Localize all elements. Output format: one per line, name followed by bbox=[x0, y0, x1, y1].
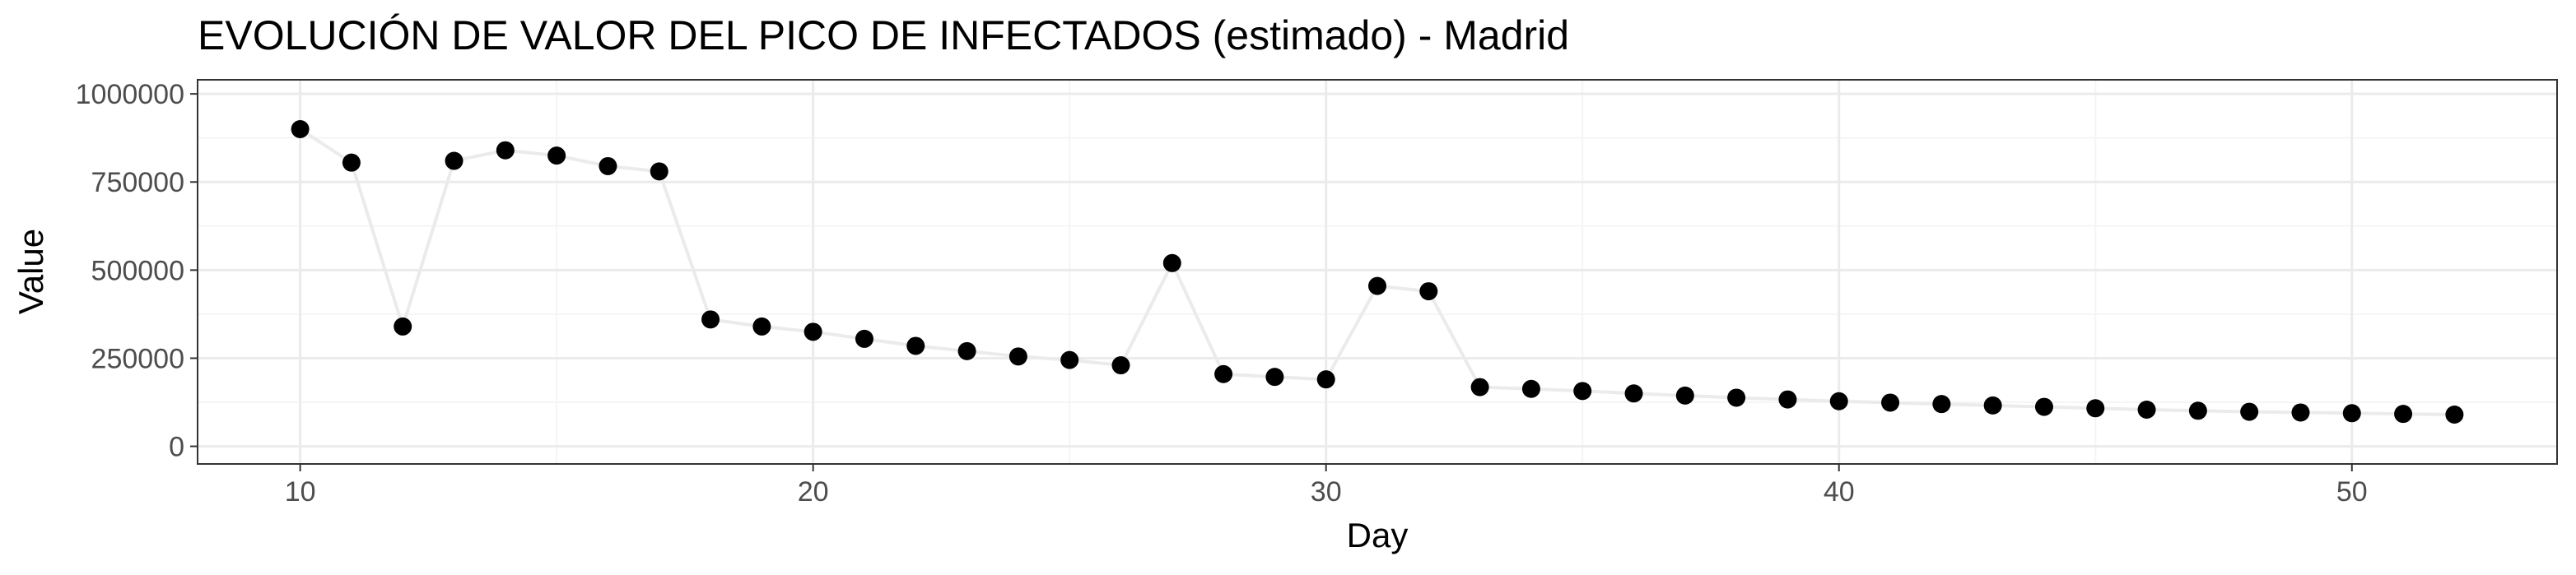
y-tick-label: 1000000 bbox=[76, 79, 184, 110]
data-point bbox=[1419, 282, 1438, 301]
data-point bbox=[1983, 396, 2002, 415]
data-point bbox=[1881, 393, 1900, 412]
x-tick-label: 40 bbox=[1824, 476, 1855, 508]
data-point bbox=[547, 146, 566, 165]
data-point bbox=[2342, 404, 2361, 423]
data-point bbox=[1265, 368, 1284, 387]
data-point bbox=[1521, 379, 1540, 398]
data-point bbox=[2394, 405, 2413, 424]
data-point bbox=[650, 162, 668, 181]
data-point bbox=[1675, 386, 1694, 405]
data-point bbox=[2291, 403, 2310, 422]
data-point bbox=[701, 310, 720, 329]
series-points bbox=[291, 119, 2464, 424]
data-point bbox=[2240, 402, 2259, 421]
y-axis-ticks: 0 250000 500000 750000 1000000 bbox=[76, 79, 198, 463]
series-polyline bbox=[299, 128, 2455, 416]
x-tick-label: 30 bbox=[1311, 476, 1342, 508]
data-point bbox=[752, 317, 771, 336]
data-point bbox=[1624, 384, 1643, 403]
y-tick-label: 0 bbox=[169, 432, 184, 463]
data-point bbox=[496, 141, 515, 160]
data-point bbox=[2034, 397, 2053, 416]
panel-border bbox=[197, 79, 2558, 465]
y-tick-label: 750000 bbox=[91, 167, 184, 198]
y-tick-label: 250000 bbox=[91, 343, 184, 374]
data-point bbox=[2445, 406, 2464, 424]
data-point bbox=[2086, 399, 2105, 418]
minor-grid bbox=[198, 80, 2557, 464]
x-tick-label: 20 bbox=[798, 476, 829, 508]
chart-title: EVOLUCIÓN DE VALOR DEL PICO DE INFECTADO… bbox=[198, 12, 1569, 58]
data-point bbox=[1316, 370, 1335, 389]
y-axis-title: Value bbox=[12, 229, 50, 314]
data-point bbox=[291, 119, 310, 138]
x-tick-label: 50 bbox=[2336, 476, 2368, 508]
data-point bbox=[906, 336, 925, 355]
data-point bbox=[855, 329, 873, 348]
data-point bbox=[1727, 388, 1746, 407]
x-axis-ticks: 10 20 30 40 50 bbox=[285, 464, 2368, 508]
data-point bbox=[1162, 253, 1181, 272]
data-point bbox=[445, 151, 463, 170]
data-point bbox=[1214, 364, 1233, 383]
data-point bbox=[1009, 347, 1027, 366]
data-point bbox=[1829, 392, 1848, 410]
data-point bbox=[394, 317, 412, 336]
data-point bbox=[1368, 276, 1386, 295]
data-point bbox=[804, 322, 822, 341]
data-point bbox=[1111, 356, 1130, 375]
data-point bbox=[599, 156, 617, 175]
data-point bbox=[1932, 395, 1951, 414]
data-point bbox=[1470, 378, 1489, 396]
data-point bbox=[1573, 382, 1592, 401]
x-axis-title: Day bbox=[1347, 516, 1409, 554]
data-point bbox=[342, 153, 361, 172]
data-point bbox=[957, 341, 976, 360]
x-tick-label: 10 bbox=[285, 476, 316, 508]
data-point bbox=[2188, 401, 2207, 420]
major-grid bbox=[198, 80, 2557, 464]
data-point bbox=[2137, 401, 2156, 420]
series-line bbox=[299, 128, 2455, 416]
data-point bbox=[1778, 390, 1797, 409]
y-tick-label: 500000 bbox=[91, 255, 184, 286]
data-point bbox=[1060, 350, 1079, 369]
